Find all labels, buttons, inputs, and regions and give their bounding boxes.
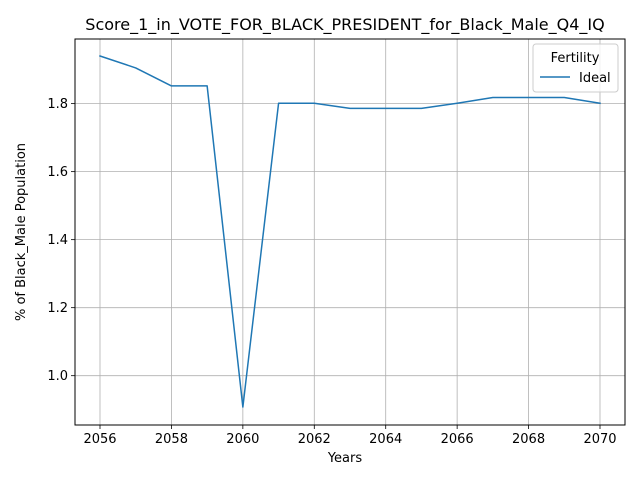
y-tick-label-1.0: 1.0 xyxy=(47,369,68,384)
x-tick-label-2056: 2056 xyxy=(83,432,116,447)
legend-label-ideal: Ideal xyxy=(579,71,611,86)
y-tick-label-1.6: 1.6 xyxy=(47,165,68,180)
y-tick-label-1.2: 1.2 xyxy=(47,301,68,316)
x-axis-label: Years xyxy=(327,451,363,466)
x-tick-label-2062: 2062 xyxy=(298,432,331,447)
x-tick-label-2058: 2058 xyxy=(155,432,188,447)
x-tick-label-2066: 2066 xyxy=(441,432,474,447)
series-line-ideal xyxy=(99,55,601,408)
y-tick-label-1.8: 1.8 xyxy=(47,97,68,112)
legend-box xyxy=(532,43,619,93)
chart-title: Score_1_in_VOTE_FOR_BLACK_PRESIDENT_for_… xyxy=(85,15,604,35)
x-tick-label-2070: 2070 xyxy=(583,432,616,447)
legend: Fertility Ideal xyxy=(532,43,619,93)
x-tick-label-2064: 2064 xyxy=(369,432,402,447)
axis-ticks: 2056 2058 2060 2062 2064 2066 2068 2070 1.0 1.2 1.… xyxy=(47,97,616,447)
series-lines xyxy=(99,55,601,408)
x-tick-label-2068: 2068 xyxy=(512,432,545,447)
plot-frame xyxy=(74,38,626,426)
legend-title: Fertility xyxy=(551,51,600,66)
x-tick-label-2060: 2060 xyxy=(226,432,259,447)
y-axis-label: % of Black_Male Population xyxy=(14,143,29,321)
y-tick-label-1.4: 1.4 xyxy=(47,233,68,248)
